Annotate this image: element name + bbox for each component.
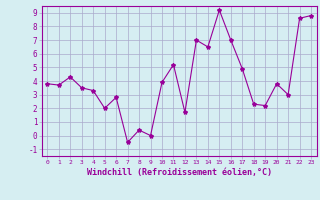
- X-axis label: Windchill (Refroidissement éolien,°C): Windchill (Refroidissement éolien,°C): [87, 168, 272, 177]
